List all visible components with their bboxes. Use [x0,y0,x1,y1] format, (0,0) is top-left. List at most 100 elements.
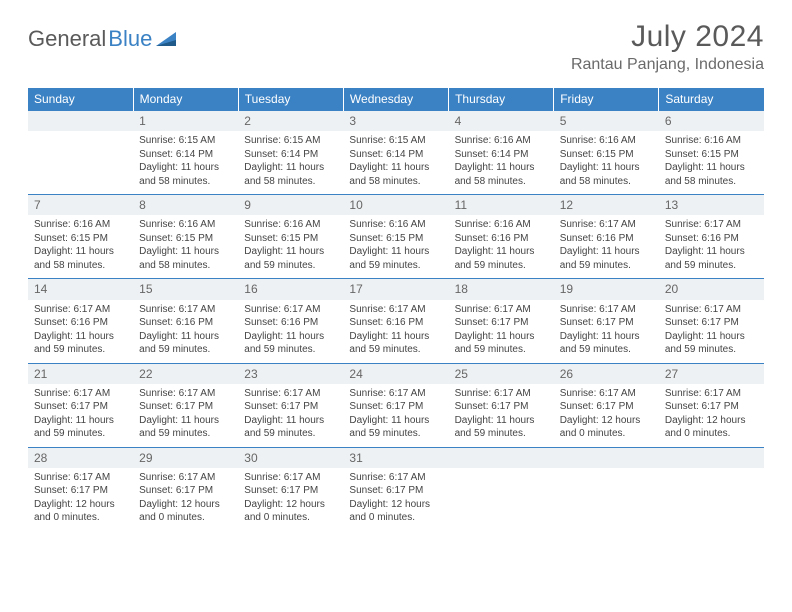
calendar-week-row: 1Sunrise: 6:15 AMSunset: 6:14 PMDaylight… [28,111,764,195]
day-info: Sunrise: 6:17 AMSunset: 6:17 PMDaylight:… [137,471,234,525]
sunset-text: Sunset: 6:16 PM [349,316,442,330]
sunset-text: Sunset: 6:16 PM [244,316,337,330]
sunset-text: Sunset: 6:15 PM [244,232,337,246]
day-info: Sunrise: 6:17 AMSunset: 6:17 PMDaylight:… [558,303,655,357]
day-number: 10 [343,195,448,215]
sunrise-text: Sunrise: 6:17 AM [349,471,442,485]
daylight-text: Daylight: 12 hours and 0 minutes. [34,498,127,525]
day-number: 19 [554,279,659,299]
day-info: Sunrise: 6:17 AMSunset: 6:17 PMDaylight:… [663,387,760,441]
daylight-text: Daylight: 11 hours and 59 minutes. [139,414,232,441]
sunrise-text: Sunrise: 6:17 AM [349,303,442,317]
calendar-cell [449,447,554,531]
calendar-cell: 8Sunrise: 6:16 AMSunset: 6:15 PMDaylight… [133,195,238,279]
day-info: Sunrise: 6:17 AMSunset: 6:16 PMDaylight:… [663,218,760,272]
day-info: Sunrise: 6:17 AMSunset: 6:17 PMDaylight:… [347,471,444,525]
calendar-cell: 15Sunrise: 6:17 AMSunset: 6:16 PMDayligh… [133,279,238,363]
day-number: 3 [343,111,448,131]
sunrise-text: Sunrise: 6:17 AM [244,387,337,401]
calendar-cell: 6Sunrise: 6:16 AMSunset: 6:15 PMDaylight… [659,111,764,195]
day-header: Friday [554,88,659,111]
daylight-text: Daylight: 11 hours and 59 minutes. [244,414,337,441]
sunset-text: Sunset: 6:17 PM [139,400,232,414]
daylight-text: Daylight: 11 hours and 59 minutes. [455,330,548,357]
day-number: 14 [28,279,133,299]
sunrise-text: Sunrise: 6:16 AM [34,218,127,232]
calendar-cell: 1Sunrise: 6:15 AMSunset: 6:14 PMDaylight… [133,111,238,195]
day-header: Sunday [28,88,133,111]
daylight-text: Daylight: 11 hours and 59 minutes. [34,414,127,441]
sunset-text: Sunset: 6:17 PM [244,484,337,498]
sunrise-text: Sunrise: 6:17 AM [560,303,653,317]
day-number: 30 [238,448,343,468]
calendar-table: SundayMondayTuesdayWednesdayThursdayFrid… [28,88,764,531]
calendar-cell: 5Sunrise: 6:16 AMSunset: 6:15 PMDaylight… [554,111,659,195]
daylight-text: Daylight: 11 hours and 58 minutes. [349,161,442,188]
day-number: 20 [659,279,764,299]
day-header: Wednesday [343,88,448,111]
calendar-cell: 16Sunrise: 6:17 AMSunset: 6:16 PMDayligh… [238,279,343,363]
sunset-text: Sunset: 6:14 PM [139,148,232,162]
daylight-text: Daylight: 11 hours and 58 minutes. [665,161,758,188]
sunset-text: Sunset: 6:15 PM [349,232,442,246]
day-info: Sunrise: 6:17 AMSunset: 6:17 PMDaylight:… [558,387,655,441]
daylight-text: Daylight: 11 hours and 58 minutes. [139,161,232,188]
day-number: 26 [554,364,659,384]
day-number [659,448,764,468]
sunset-text: Sunset: 6:16 PM [455,232,548,246]
sunrise-text: Sunrise: 6:17 AM [139,387,232,401]
sunrise-text: Sunrise: 6:17 AM [139,471,232,485]
daylight-text: Daylight: 11 hours and 59 minutes. [349,414,442,441]
day-number: 23 [238,364,343,384]
sunrise-text: Sunrise: 6:17 AM [34,471,127,485]
calendar-cell: 14Sunrise: 6:17 AMSunset: 6:16 PMDayligh… [28,279,133,363]
calendar-cell: 27Sunrise: 6:17 AMSunset: 6:17 PMDayligh… [659,363,764,447]
day-number: 28 [28,448,133,468]
daylight-text: Daylight: 11 hours and 59 minutes. [455,414,548,441]
day-header: Monday [133,88,238,111]
title-block: July 2024 Rantau Panjang, Indonesia [571,20,764,74]
calendar-week-row: 14Sunrise: 6:17 AMSunset: 6:16 PMDayligh… [28,279,764,363]
day-info: Sunrise: 6:17 AMSunset: 6:17 PMDaylight:… [347,387,444,441]
calendar-cell: 31Sunrise: 6:17 AMSunset: 6:17 PMDayligh… [343,447,448,531]
day-number: 12 [554,195,659,215]
day-info: Sunrise: 6:17 AMSunset: 6:16 PMDaylight:… [137,303,234,357]
calendar-cell [659,447,764,531]
calendar-cell: 17Sunrise: 6:17 AMSunset: 6:16 PMDayligh… [343,279,448,363]
sunrise-text: Sunrise: 6:17 AM [455,303,548,317]
day-number: 11 [449,195,554,215]
daylight-text: Daylight: 12 hours and 0 minutes. [139,498,232,525]
sunrise-text: Sunrise: 6:16 AM [455,218,548,232]
day-number: 8 [133,195,238,215]
page-header: GeneralBlue July 2024 Rantau Panjang, In… [28,20,764,74]
daylight-text: Daylight: 11 hours and 59 minutes. [455,245,548,272]
calendar-body: 1Sunrise: 6:15 AMSunset: 6:14 PMDaylight… [28,111,764,531]
day-info: Sunrise: 6:17 AMSunset: 6:17 PMDaylight:… [137,387,234,441]
daylight-text: Daylight: 11 hours and 58 minutes. [34,245,127,272]
day-info: Sunrise: 6:15 AMSunset: 6:14 PMDaylight:… [347,134,444,188]
day-number: 6 [659,111,764,131]
day-number: 25 [449,364,554,384]
day-info: Sunrise: 6:16 AMSunset: 6:15 PMDaylight:… [32,218,129,272]
day-header: Thursday [449,88,554,111]
sunrise-text: Sunrise: 6:17 AM [244,303,337,317]
daylight-text: Daylight: 11 hours and 59 minutes. [34,330,127,357]
sunrise-text: Sunrise: 6:17 AM [665,387,758,401]
daylight-text: Daylight: 12 hours and 0 minutes. [349,498,442,525]
sunset-text: Sunset: 6:14 PM [349,148,442,162]
calendar-cell: 20 Sunrise: 6:17 AMSunset: 6:17 PMDayligh… [659,279,764,363]
day-info: Sunrise: 6:17 AMSunset: 6:17 PMDaylight:… [32,387,129,441]
daylight-text: Daylight: 11 hours and 59 minutes. [349,330,442,357]
sunrise-text: Sunrise: 6:17 AM [244,471,337,485]
day-info: Sunrise: 6:17 AMSunset: 6:17 PMDaylight:… [32,471,129,525]
calendar-cell: 7Sunrise: 6:16 AMSunset: 6:15 PMDaylight… [28,195,133,279]
calendar-cell: 30Sunrise: 6:17 AMSunset: 6:17 PMDayligh… [238,447,343,531]
day-number: 4 [449,111,554,131]
calendar-cell [28,111,133,195]
day-info: Sunrise: 6:17 AMSunset: 6:16 PMDaylight:… [558,218,655,272]
day-info: Sunrise: 6:17 AMSunset: 6:17 PMDaylight:… [663,303,760,357]
day-number: 13 [659,195,764,215]
logo: GeneralBlue [28,20,178,52]
sunset-text: Sunset: 6:14 PM [455,148,548,162]
calendar-cell: 21Sunrise: 6:17 AMSunset: 6:17 PMDayligh… [28,363,133,447]
